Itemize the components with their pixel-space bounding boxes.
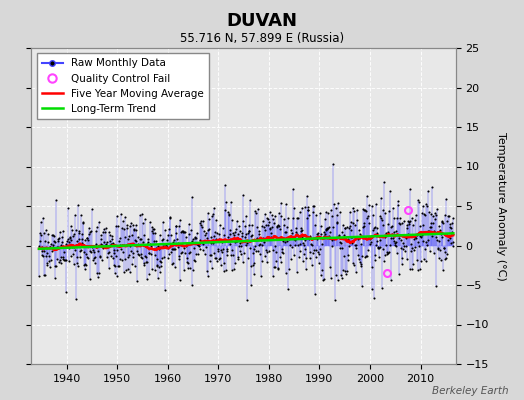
Legend: Raw Monthly Data, Quality Control Fail, Five Year Moving Average, Long-Term Tren: Raw Monthly Data, Quality Control Fail, … xyxy=(37,53,209,119)
Text: Berkeley Earth: Berkeley Earth xyxy=(432,386,508,396)
Text: 55.716 N, 57.899 E (Russia): 55.716 N, 57.899 E (Russia) xyxy=(180,32,344,45)
Y-axis label: Temperature Anomaly (°C): Temperature Anomaly (°C) xyxy=(496,132,506,280)
Text: DUVAN: DUVAN xyxy=(226,12,298,30)
